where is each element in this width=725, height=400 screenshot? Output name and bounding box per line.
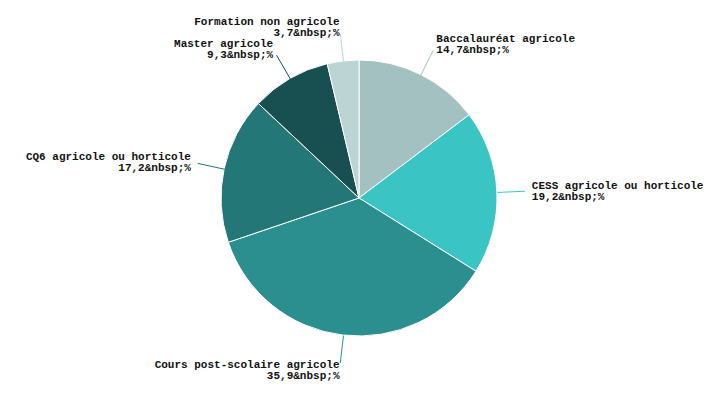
svg-text:CQ6 agricole ou horticole17,2&: CQ6 agricole ou horticole17,2&nbsp;% (26, 151, 191, 174)
svg-text:Formation non agricole3,7&nbsp: Formation non agricole3,7&nbsp;% (194, 16, 340, 39)
svg-text:Baccalauréat agricole14,7&nbsp: Baccalauréat agricole14,7&nbsp;% (436, 33, 575, 56)
svg-text:Cours post-scolaire agricole35: Cours post-scolaire agricole35,9&nbsp;% (155, 359, 340, 382)
svg-text:Master agricole9,3&nbsp;%: Master agricole9,3&nbsp;% (174, 38, 273, 61)
svg-text:CESS agricole ou horticole19,2: CESS agricole ou horticole19,2&nbsp;% (532, 180, 704, 203)
